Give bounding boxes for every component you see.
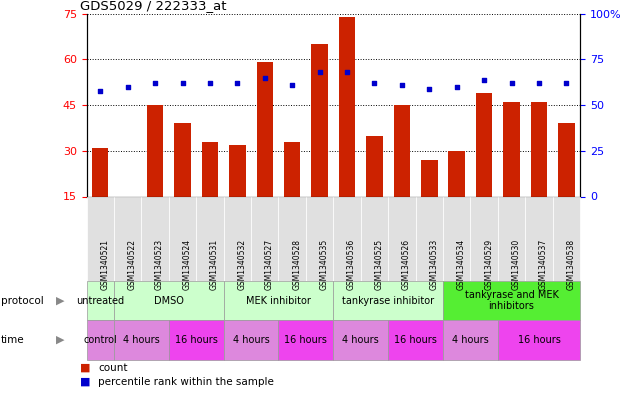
- Point: [562, 80, 572, 86]
- Bar: [202, 141, 218, 196]
- Text: ■: ■: [80, 363, 90, 373]
- Text: protocol: protocol: [1, 296, 44, 306]
- Text: GSM1340529: GSM1340529: [484, 239, 493, 290]
- Point: [479, 76, 489, 83]
- Text: GSM1340528: GSM1340528: [292, 239, 301, 290]
- Text: MEK inhibitor: MEK inhibitor: [246, 296, 311, 306]
- Text: ▶: ▶: [56, 335, 64, 345]
- Bar: [476, 93, 492, 196]
- Text: tankyrase inhibitor: tankyrase inhibitor: [342, 296, 434, 306]
- Point: [424, 86, 435, 92]
- Point: [260, 75, 270, 81]
- Bar: [531, 102, 547, 196]
- Text: GSM1340530: GSM1340530: [512, 239, 520, 290]
- Text: GSM1340521: GSM1340521: [100, 239, 109, 290]
- Text: GSM1340524: GSM1340524: [183, 239, 192, 290]
- Text: GSM1340532: GSM1340532: [237, 239, 246, 290]
- Text: GSM1340522: GSM1340522: [128, 239, 137, 290]
- Text: GSM1340525: GSM1340525: [374, 239, 383, 290]
- Point: [315, 69, 325, 75]
- Text: 4 hours: 4 hours: [123, 335, 160, 345]
- Text: count: count: [98, 363, 128, 373]
- Text: GSM1340527: GSM1340527: [265, 239, 274, 290]
- Text: untreated: untreated: [76, 296, 124, 306]
- Point: [150, 80, 160, 86]
- Bar: [421, 160, 438, 196]
- Text: 16 hours: 16 hours: [285, 335, 328, 345]
- Text: 4 hours: 4 hours: [233, 335, 269, 345]
- Text: GSM1340535: GSM1340535: [320, 239, 329, 290]
- Point: [369, 80, 379, 86]
- Text: GSM1340534: GSM1340534: [457, 239, 466, 290]
- Bar: [284, 141, 301, 196]
- Text: 4 hours: 4 hours: [342, 335, 379, 345]
- Point: [397, 82, 407, 88]
- Text: GSM1340531: GSM1340531: [210, 239, 219, 290]
- Text: GSM1340536: GSM1340536: [347, 239, 356, 290]
- Point: [506, 80, 517, 86]
- Bar: [147, 105, 163, 196]
- Bar: [394, 105, 410, 196]
- Text: 16 hours: 16 hours: [175, 335, 218, 345]
- Text: 4 hours: 4 hours: [452, 335, 489, 345]
- Text: GSM1340537: GSM1340537: [539, 239, 548, 290]
- Text: GSM1340533: GSM1340533: [429, 239, 438, 290]
- Text: 16 hours: 16 hours: [394, 335, 437, 345]
- Text: DMSO: DMSO: [154, 296, 184, 306]
- Bar: [449, 151, 465, 196]
- Point: [232, 80, 242, 86]
- Point: [178, 80, 188, 86]
- Bar: [312, 44, 328, 196]
- Text: ▶: ▶: [56, 296, 64, 306]
- Text: tankyrase and MEK
inhibitors: tankyrase and MEK inhibitors: [465, 290, 558, 311]
- Point: [95, 87, 105, 94]
- Point: [287, 82, 297, 88]
- Point: [534, 80, 544, 86]
- Text: time: time: [1, 335, 24, 345]
- Text: 16 hours: 16 hours: [517, 335, 560, 345]
- Bar: [174, 123, 191, 196]
- Bar: [366, 136, 383, 196]
- Text: ■: ■: [80, 377, 90, 387]
- Point: [451, 84, 462, 90]
- Bar: [256, 62, 273, 196]
- Text: control: control: [83, 335, 117, 345]
- Bar: [92, 148, 108, 196]
- Point: [122, 84, 133, 90]
- Bar: [558, 123, 574, 196]
- Text: GSM1340523: GSM1340523: [155, 239, 164, 290]
- Text: GSM1340526: GSM1340526: [402, 239, 411, 290]
- Text: percentile rank within the sample: percentile rank within the sample: [98, 377, 274, 387]
- Point: [342, 69, 352, 75]
- Text: GSM1340538: GSM1340538: [567, 239, 576, 290]
- Bar: [229, 145, 246, 196]
- Bar: [503, 102, 520, 196]
- Point: [205, 80, 215, 86]
- Bar: [339, 17, 355, 196]
- Text: GDS5029 / 222333_at: GDS5029 / 222333_at: [80, 0, 227, 12]
